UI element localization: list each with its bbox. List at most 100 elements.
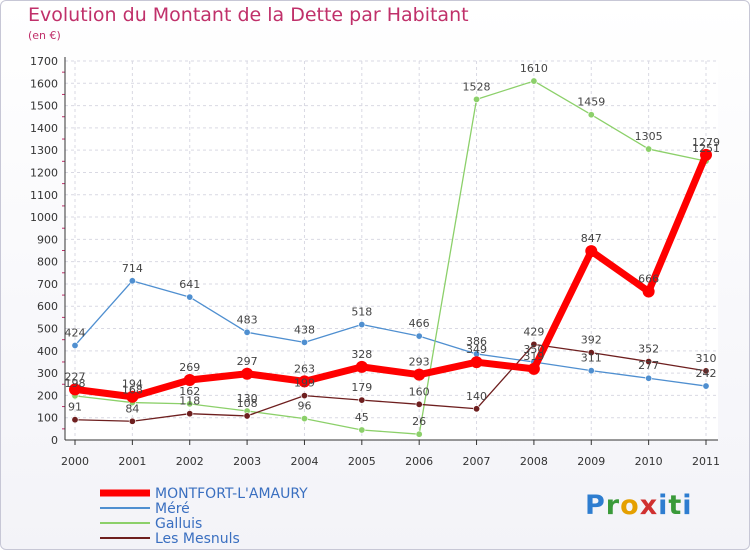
y-tick-label: 1300: [30, 144, 58, 157]
x-tick-label: 2001: [118, 455, 146, 468]
data-label: 483: [237, 313, 258, 326]
data-point: [186, 400, 194, 408]
series-line-3: [74, 343, 707, 422]
data-label: 1528: [463, 80, 491, 93]
data-label: 847: [581, 232, 602, 245]
data-label: 641: [179, 278, 200, 291]
data-label: 269: [179, 361, 200, 374]
data-point: [530, 77, 538, 85]
data-point: [470, 356, 483, 369]
data-point: [71, 416, 79, 424]
data-label: 466: [409, 317, 430, 330]
data-point: [473, 95, 481, 103]
data-point: [243, 412, 251, 420]
chart-title: Evolution du Montant de la Dette par Hab…: [28, 4, 469, 26]
data-point: [415, 332, 423, 340]
data-label: 1305: [635, 130, 663, 143]
data-label: 84: [125, 402, 139, 415]
data-label: 194: [122, 378, 143, 391]
data-label: 319: [523, 350, 544, 363]
y-tick-label: 300: [37, 367, 58, 380]
data-point: [300, 338, 308, 346]
data-point: [128, 417, 136, 425]
data-point: [645, 145, 653, 153]
data-point: [473, 405, 481, 413]
data-point: [126, 390, 139, 403]
data-label: 26: [412, 415, 426, 428]
data-label: 1251: [692, 142, 720, 155]
data-point: [186, 293, 194, 301]
data-label: 438: [294, 323, 315, 336]
data-label: 666: [638, 273, 659, 286]
series-line-0: [74, 153, 710, 401]
data-label: 1459: [577, 96, 605, 109]
data-point: [587, 111, 595, 119]
data-point: [645, 358, 653, 366]
data-point: [415, 400, 423, 408]
x-tick-label: 2000: [61, 455, 89, 468]
data-label: 263: [294, 362, 315, 375]
data-point: [587, 367, 595, 375]
y-tick-label: 100: [37, 412, 58, 425]
x-tick-label: 2005: [348, 455, 376, 468]
data-point: [355, 360, 368, 373]
data-point: [527, 362, 540, 375]
data-label: 108: [237, 397, 258, 410]
data-point: [642, 285, 655, 298]
legend-label: Galluis: [155, 516, 202, 532]
data-label: 242: [696, 367, 717, 380]
data-point: [183, 374, 196, 387]
data-point: [587, 349, 595, 357]
y-tick-label: 600: [37, 300, 58, 313]
data-label: 350: [523, 343, 544, 356]
chart-subtitle: (en €): [28, 29, 61, 42]
y-tick-label: 1200: [30, 166, 58, 179]
data-label: 328: [351, 348, 372, 361]
data-point: [645, 374, 653, 382]
data-label: 118: [179, 395, 200, 408]
data-label: 277: [638, 359, 659, 372]
series-line-1: [74, 280, 707, 387]
data-label: 386: [466, 335, 487, 348]
data-point: [243, 328, 251, 336]
y-tick-label: 200: [37, 389, 58, 402]
y-tick-label: 500: [37, 323, 58, 336]
data-label: 1279: [692, 136, 720, 149]
data-label: 45: [355, 411, 369, 424]
data-label: 311: [581, 352, 602, 365]
x-tick-label: 2008: [520, 455, 548, 468]
y-tick-label: 1600: [30, 77, 58, 90]
x-tick-label: 2007: [463, 455, 491, 468]
y-tick-label: 0: [51, 434, 58, 447]
y-tick-label: 800: [37, 256, 58, 269]
data-label: 424: [65, 326, 86, 339]
data-point: [71, 341, 79, 349]
data-label: 429: [523, 325, 544, 338]
x-tick-label: 2003: [233, 455, 261, 468]
data-label: 199: [294, 377, 315, 390]
data-point: [358, 426, 366, 434]
y-tick-label: 1500: [30, 100, 58, 113]
data-label: 96: [297, 400, 311, 413]
x-tick-label: 2010: [635, 455, 663, 468]
data-point: [241, 367, 254, 380]
series-line-2: [74, 80, 707, 435]
y-tick-label: 1100: [30, 189, 58, 202]
data-point: [69, 383, 81, 396]
data-point: [530, 340, 538, 348]
data-label: 392: [581, 334, 602, 347]
proxiti-logo: Proxiti: [585, 490, 693, 521]
data-point: [358, 396, 366, 404]
y-tick-label: 700: [37, 278, 58, 291]
data-label: 352: [638, 343, 659, 356]
x-tick-label: 2002: [176, 455, 204, 468]
data-label: 310: [696, 352, 717, 365]
data-point: [128, 277, 136, 285]
data-label: 293: [409, 356, 430, 369]
data-label: 168: [122, 384, 143, 397]
data-label: 297: [237, 355, 258, 368]
data-label: 198: [65, 377, 86, 390]
y-tick-label: 900: [37, 233, 58, 246]
data-point: [300, 415, 308, 423]
x-tick-label: 2004: [290, 455, 318, 468]
